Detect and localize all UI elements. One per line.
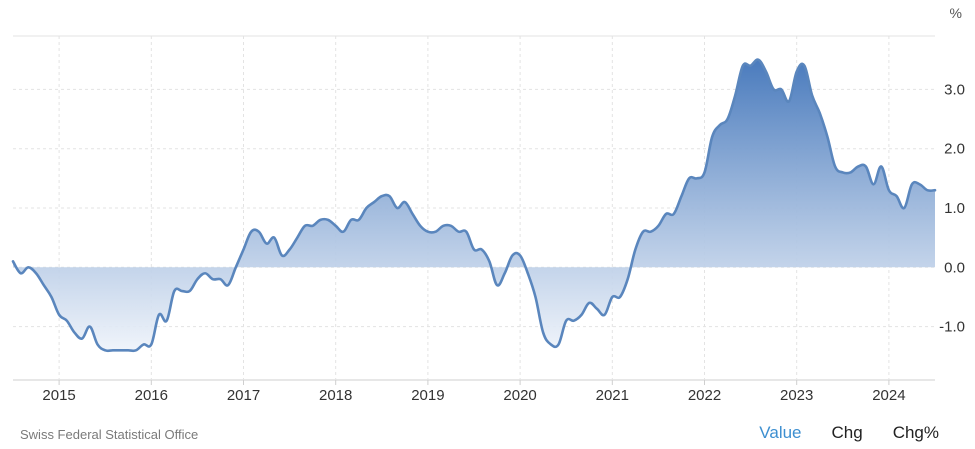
y-tick-label: 3.0	[944, 81, 965, 98]
y-tick-label: -1.0	[939, 319, 965, 336]
view-tabs: Value Chg Chg%	[759, 423, 939, 443]
tab-chg-percent[interactable]: Chg%	[892, 423, 939, 442]
x-tick-label: 2022	[688, 387, 721, 404]
x-tick-label: 2024	[872, 387, 905, 404]
y-axis-ticks: -1.0 0.0 1.0 2.0 3.0	[939, 81, 965, 335]
y-tick-label: 0.0	[944, 259, 965, 276]
series-line	[11, 58, 937, 353]
chart-footer: Swiss Federal Statistical Office Value C…	[0, 423, 975, 449]
x-tick-label: 2017	[227, 387, 260, 404]
tab-value[interactable]: Value	[759, 423, 802, 442]
x-tick-label: 2019	[411, 387, 444, 404]
x-tick-label: 2020	[503, 387, 536, 404]
y-tick-label: 2.0	[944, 141, 965, 158]
x-axis-ticks: 2015 2016 2017 2018 2019 2020 2021 2022 2023 2024	[42, 380, 906, 404]
source-label: Swiss Federal Statistical Office	[20, 427, 199, 442]
x-tick-label: 2023	[780, 387, 813, 404]
tab-chg[interactable]: Chg	[831, 423, 863, 442]
x-tick-label: 2016	[135, 387, 168, 404]
x-tick-label: 2018	[319, 387, 352, 404]
area-fill	[13, 59, 935, 351]
x-tick-label: 2015	[42, 387, 75, 404]
inflation-area-chart: -1.0 0.0 1.0 2.0 3.0 2015 2016 2017 2018 2019 202…	[11, 5, 965, 404]
y-axis-unit: %	[950, 5, 962, 21]
y-tick-label: 1.0	[944, 200, 965, 217]
x-tick-label: 2021	[596, 387, 629, 404]
